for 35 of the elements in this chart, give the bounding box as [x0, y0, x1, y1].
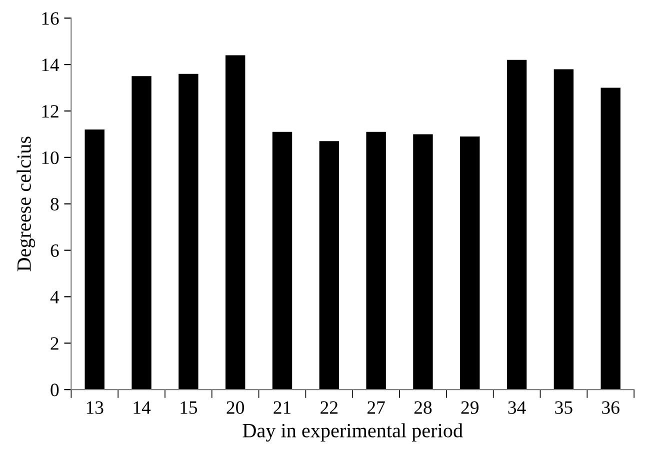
x-tick-label: 15 — [180, 401, 198, 414]
bar — [554, 69, 574, 390]
bar — [600, 88, 620, 390]
y-tick-label: 14 — [42, 58, 60, 72]
bar — [366, 132, 386, 390]
y-tick-label: 0 — [50, 384, 59, 396]
x-tick-label: 21 — [274, 401, 291, 414]
y-tick-label: 4 — [50, 290, 60, 304]
bar — [460, 136, 480, 390]
x-tick-label: 28 — [414, 401, 432, 414]
x-tick-label: 36 — [602, 401, 620, 414]
x-axis-title: Day in experimental period — [242, 423, 463, 442]
y-tick-label: 16 — [42, 12, 59, 25]
bar — [84, 130, 104, 390]
bar — [413, 134, 433, 390]
bar — [132, 76, 152, 390]
x-tick-label: 29 — [461, 401, 478, 414]
y-tick-label: 10 — [42, 151, 59, 164]
bar — [178, 74, 198, 390]
x-tick-label: 22 — [320, 401, 338, 414]
bar — [272, 132, 292, 390]
x-tick-label: 34 — [508, 401, 526, 414]
y-tick-label: 12 — [42, 105, 58, 118]
y-tick-label: 8 — [50, 198, 59, 211]
x-tick-label: 20 — [226, 401, 244, 414]
x-tick-label: 27 — [368, 401, 385, 414]
y-axis-title: Degreese celcius — [16, 136, 36, 272]
y-tick-label: 2 — [50, 337, 58, 350]
bar — [225, 55, 246, 390]
bar — [506, 60, 527, 390]
x-tick-label: 13 — [86, 401, 104, 414]
bar — [319, 141, 340, 390]
x-tick-label: 14 — [134, 401, 151, 414]
x-tick-label: 35 — [555, 401, 572, 414]
y-tick-label: 6 — [50, 244, 59, 257]
